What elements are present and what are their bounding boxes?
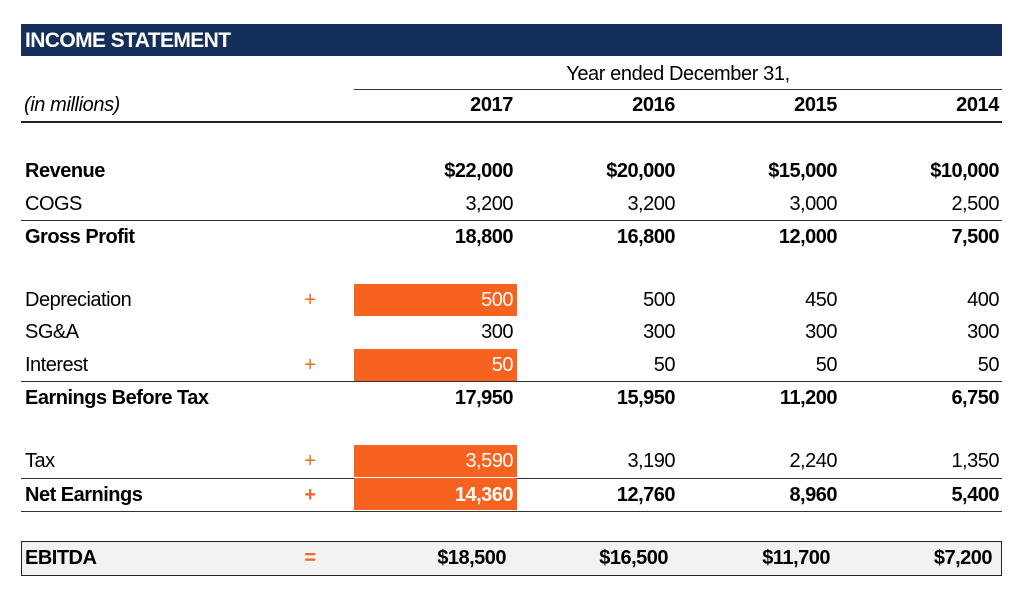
- cell-value: 3,190: [627, 450, 675, 472]
- cell-value: 50: [977, 354, 1000, 376]
- cell-value: $18,500: [437, 547, 506, 569]
- cell-value: 300: [967, 321, 999, 343]
- cell-value: 50: [815, 354, 838, 376]
- highlight-cell: [354, 478, 517, 510]
- table-row: Earnings Before Tax 17,950 15,950 11,200 6,7…: [21, 381, 1002, 414]
- row-label: Interest: [25, 354, 88, 376]
- plus-icon: +: [304, 289, 316, 311]
- cell-value: 450: [805, 289, 837, 311]
- equals-icon: =: [304, 547, 316, 569]
- row-label: SG&A: [25, 321, 79, 343]
- cell-value: 15,950: [616, 387, 676, 409]
- table-row: Gross Profit 18,800 16,800 12,000 7,500: [21, 220, 1002, 253]
- plus-icon: +: [304, 484, 316, 506]
- sheet-title: INCOME STATEMENT: [25, 29, 231, 52]
- row-label: Earnings Before Tax: [25, 387, 209, 409]
- ebitda-row: EBITDA = $18,500 $16,500 $11,700 $7,200: [21, 541, 1002, 576]
- cell-value: 400: [967, 289, 999, 311]
- plus-icon: +: [304, 354, 316, 376]
- cell-value: 2,240: [789, 450, 837, 472]
- row-label: Revenue: [25, 160, 105, 182]
- cell-value: 3,200: [627, 193, 675, 215]
- row-label: Net Earnings: [25, 484, 143, 506]
- cell-value: 12,000: [778, 226, 838, 248]
- year-header: 2015: [794, 94, 837, 116]
- cell-value: 3,200: [465, 193, 513, 215]
- highlight-cell: [354, 349, 517, 381]
- year-header: 2014: [956, 94, 999, 116]
- cell-value: $20,000: [606, 160, 675, 182]
- cell-value: 5,400: [951, 484, 999, 506]
- cell-value: 8,960: [789, 484, 837, 506]
- units-label: (in millions): [24, 94, 120, 116]
- cell-value: 500: [643, 289, 675, 311]
- cell-value: 1,350: [951, 450, 999, 472]
- cell-value: 17,950: [454, 387, 514, 409]
- header-row: (in millions) 2017 2016 2015 2014: [21, 90, 1002, 123]
- cell-value: 300: [481, 321, 513, 343]
- cell-value: $10,000: [930, 160, 999, 182]
- period-label: Year ended December 31,: [354, 60, 1002, 90]
- cell-value: 6,750: [951, 387, 999, 409]
- cell-value: $16,500: [599, 547, 668, 569]
- cell-value: $7,200: [933, 547, 993, 569]
- cell-value: 7,500: [951, 226, 999, 248]
- table-row: Tax +3,590 3,190 2,240 1,350: [21, 445, 1002, 477]
- table-row: COGS 3,200 3,200 3,000 2,500: [21, 188, 1002, 220]
- year-header: 2016: [632, 94, 675, 116]
- table-row: Revenue $22,000 $20,000 $15,000 $10,000: [21, 155, 1002, 187]
- table-row: Depreciation +500 500 450 400: [21, 284, 1002, 316]
- cell-value: 300: [643, 321, 675, 343]
- row-label: EBITDA: [25, 547, 97, 569]
- table-row: Net Earnings +14,360 12,760 8,960 5,400: [21, 478, 1002, 512]
- cell-value: 2,500: [951, 193, 999, 215]
- cell-value: 3,000: [789, 193, 837, 215]
- cell-value: 500: [481, 289, 513, 311]
- table-row: Interest +50 50 50 50: [21, 349, 1002, 381]
- title-bar: INCOME STATEMENT: [21, 24, 1002, 56]
- table-row: SG&A 300 300 300 300: [21, 316, 1002, 348]
- row-label: Gross Profit: [25, 226, 135, 248]
- cell-value: $22,000: [444, 160, 513, 182]
- row-label: COGS: [25, 193, 82, 215]
- cell-value: 50: [491, 354, 514, 376]
- cell-value: 300: [805, 321, 837, 343]
- plus-icon: +: [304, 450, 316, 472]
- row-label: Depreciation: [25, 289, 132, 311]
- cell-value: 16,800: [616, 226, 676, 248]
- cell-value: $15,000: [768, 160, 837, 182]
- cell-value: 12,760: [616, 484, 676, 506]
- highlight-cell: [354, 284, 517, 316]
- cell-value: 3,590: [465, 450, 513, 472]
- cell-value: 50: [653, 354, 676, 376]
- highlight-cell: [354, 445, 517, 477]
- cell-value: $11,700: [762, 547, 830, 569]
- cell-value: 18,800: [454, 226, 514, 248]
- year-header: 2017: [470, 94, 513, 116]
- row-label: Tax: [25, 450, 55, 472]
- cell-value: 14,360: [454, 484, 514, 506]
- cell-value: 11,200: [779, 387, 838, 409]
